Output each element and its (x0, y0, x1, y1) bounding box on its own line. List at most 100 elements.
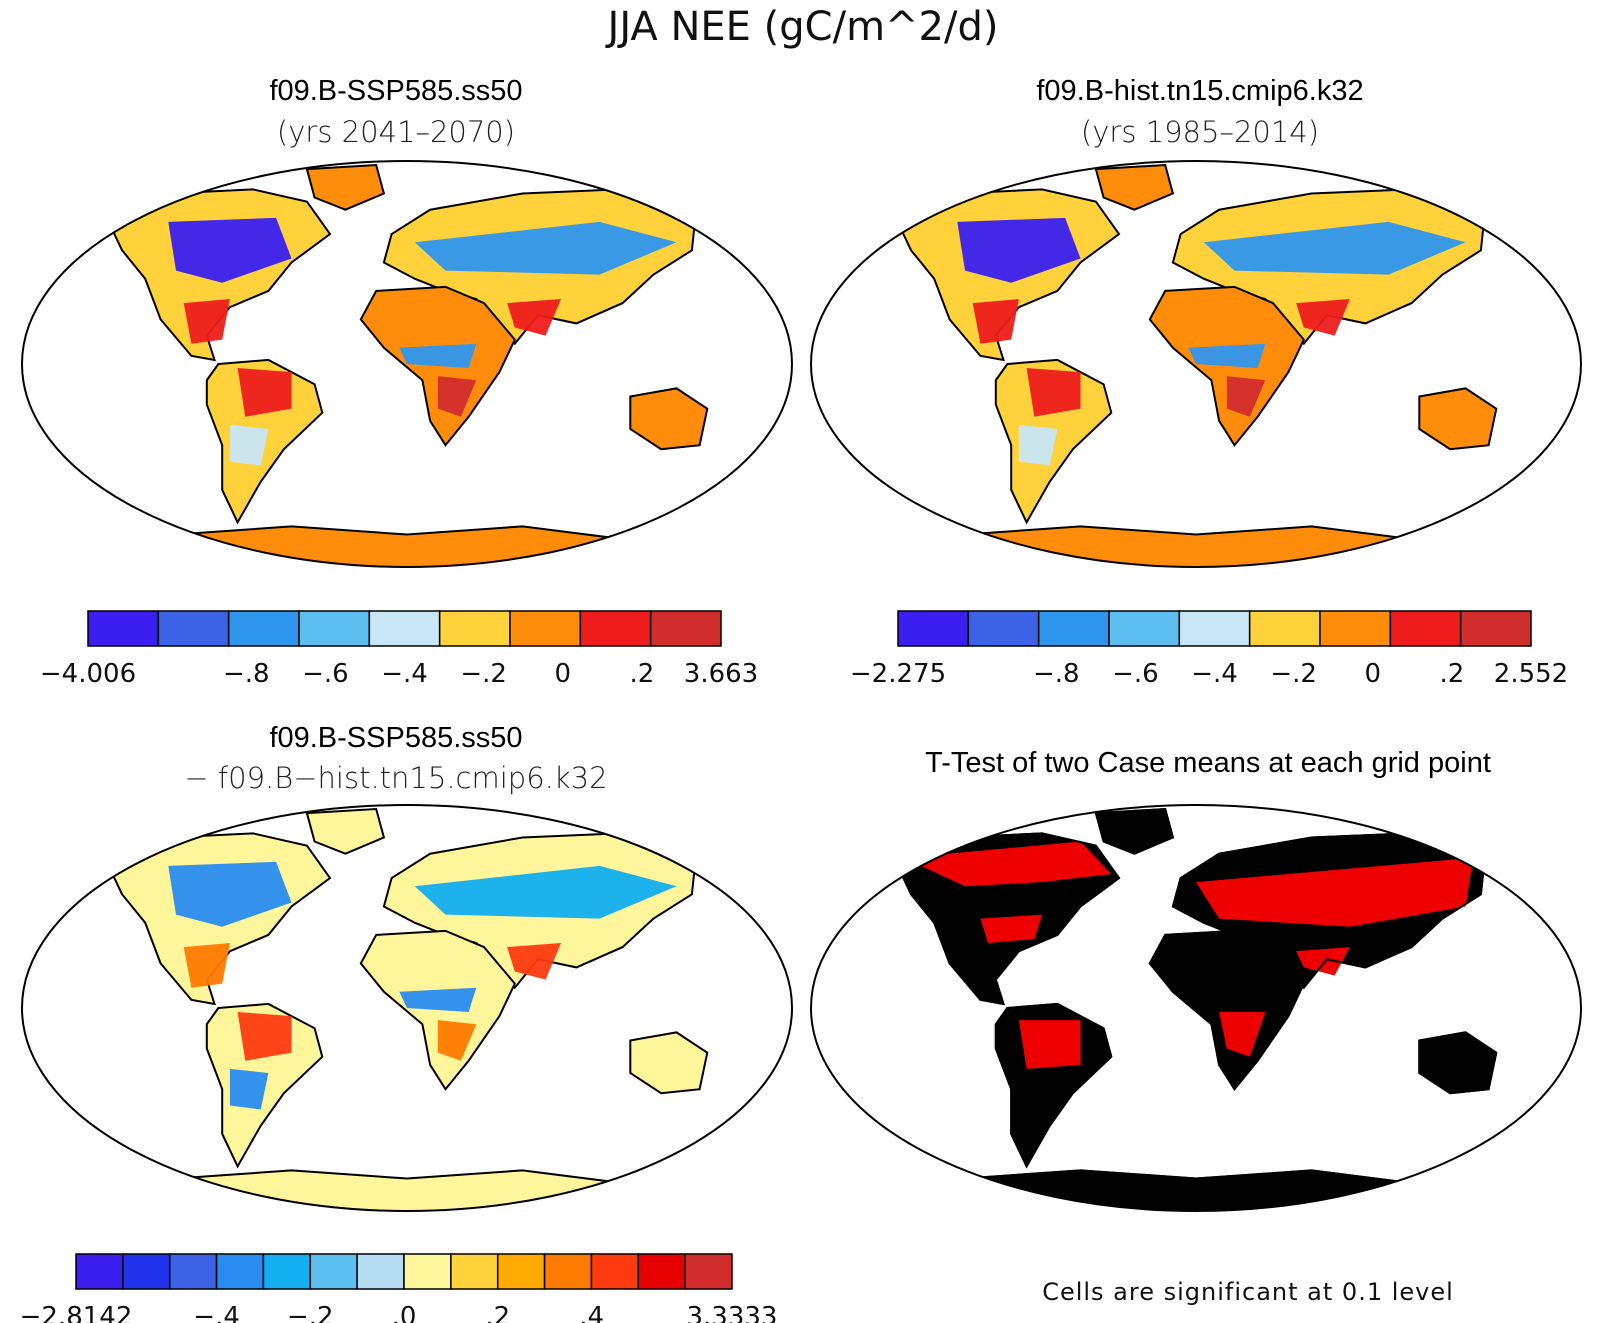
field-patch-south-america (229, 424, 269, 466)
map-border (810, 160, 1582, 568)
colorbar-box (122, 1253, 171, 1290)
field-patch-north-america (168, 861, 292, 927)
colorbar-box (1108, 610, 1181, 647)
colorbar-tick-label: −.6 (302, 659, 349, 689)
colorbar-tick-label: 3.3333 (687, 1302, 778, 1323)
colorbar-tick-label: 0 (1364, 659, 1381, 689)
colorbar-box (897, 610, 970, 647)
colorbar-box (1248, 610, 1321, 647)
colorbar-box (509, 610, 582, 647)
colorbar-box (87, 610, 160, 647)
field-patch-south-america (1018, 424, 1058, 466)
field-patch-europe-asia (1296, 299, 1350, 336)
map-panel-case2 (810, 160, 1582, 568)
field-patch-north-america (168, 217, 292, 283)
continent-greenland (305, 164, 386, 211)
field-patch-north-america (183, 299, 230, 344)
panel-2-subtitle: (yrs 1985–2014) (1081, 115, 1319, 149)
map-border (21, 804, 793, 1212)
colorbar-tick-label: 2.552 (1494, 659, 1568, 689)
field-patch-north-america (972, 299, 1019, 344)
colorbar-tick-label: .2 (485, 1302, 510, 1323)
panel-2-title: f09.B-hist.tn15.cmip6.k32 (1036, 75, 1363, 107)
colorbar-tick-label: −.4 (193, 1302, 240, 1323)
map-panel-case1 (21, 160, 793, 568)
colorbar-tick-label: −.6 (1112, 659, 1159, 689)
panel-4-title: T-Test of two Case means at each grid po… (925, 747, 1491, 779)
colorbar-box (403, 1253, 452, 1290)
field-patch-europe-asia (414, 221, 677, 275)
colorbar-box (298, 610, 371, 647)
colorbar-box (75, 1253, 124, 1290)
field-patch-africa (437, 1020, 477, 1061)
colorbar-box (1319, 610, 1392, 647)
colorbar-box (227, 610, 300, 647)
colorbar-box (368, 610, 441, 647)
field-patch-north-america (183, 943, 230, 988)
colorbar-tick-label: 3.663 (684, 659, 758, 689)
colorbar-box (684, 1253, 733, 1290)
significant-region (903, 841, 1112, 887)
colorbar-box (967, 610, 1040, 647)
continent-greenland (305, 808, 386, 855)
field-patch-south-america (237, 1012, 292, 1061)
colorbar-case2: −2.275 −.8 −.6 −.4 −.2 0 .2 2.552 (850, 610, 1568, 689)
colorbar-box (1037, 610, 1110, 647)
colorbar-box (1178, 610, 1251, 647)
field-patch-europe-asia (1203, 221, 1466, 275)
field-patch-south-america (1026, 368, 1081, 417)
map-border (810, 804, 1582, 1212)
coastline-australia (1418, 1031, 1498, 1095)
colorbar-tick-label: .0 (392, 1302, 417, 1323)
field-patch-europe-asia (414, 865, 677, 919)
colorbar-box (356, 1253, 405, 1290)
colorbar-box (590, 1253, 640, 1290)
coastline-antarctica (964, 1169, 1429, 1211)
colorbar-tick-label: −.4 (1191, 659, 1238, 689)
field-patch-africa (399, 987, 477, 1013)
colorbar-box (215, 1253, 265, 1290)
colorbar-box (1389, 610, 1462, 647)
colorbar-tick-label: −2.8142 (20, 1302, 133, 1323)
field-patch-africa (399, 343, 477, 369)
field-patch-africa (437, 376, 477, 417)
panel-1-subtitle: (yrs 2041–2070) (277, 115, 515, 149)
colorbar-tick-label: −2.275 (850, 659, 946, 689)
ttest-footnote: Cells are significant at 0.1 level (1042, 1278, 1454, 1306)
panel-3-subtitle: − f09.B−hist.tn15.cmip6.k32 (184, 761, 607, 795)
land-group (894, 808, 1498, 1211)
coastline-north-america (894, 832, 1121, 1006)
continent-greenland (1094, 164, 1175, 211)
significant-region (980, 914, 1042, 944)
colorbar-difference: −2.8142 −.4 −.2 .0 .2 .4 3.3333 (20, 1253, 778, 1323)
colorbar-box (543, 1253, 593, 1290)
colorbar-case1: −4.006 −.8 −.6 −.4 −.2 0 .2 3.663 (40, 610, 758, 689)
field-patch-south-america (229, 1068, 269, 1110)
colorbar-tick-label: 0 (554, 659, 571, 689)
field-patch-south-america (237, 368, 292, 417)
map-panel-ttest (810, 804, 1582, 1212)
colorbar-tick-label: .4 (579, 1302, 604, 1323)
continent-australia (629, 387, 709, 451)
colorbar-box (496, 1253, 546, 1290)
significant-region (1018, 1020, 1081, 1069)
colorbar-tick-label: −.2 (460, 659, 507, 689)
colorbar-tick-label: −.8 (1033, 659, 1080, 689)
map-border (21, 160, 793, 568)
colorbar-box (157, 610, 230, 647)
field-patch-north-america (957, 217, 1081, 283)
coastline-africa (1148, 929, 1305, 1091)
colorbar-box (450, 1253, 499, 1290)
coastline-south-america (994, 1002, 1113, 1169)
continent-australia (629, 1031, 709, 1095)
colorbar-box (649, 610, 722, 647)
colorbar-tick-label: −.2 (287, 1302, 334, 1323)
colorbar-box (168, 1253, 218, 1290)
colorbar-tick-label: −.8 (223, 659, 270, 689)
colorbar-box (438, 610, 511, 647)
colorbar-box (262, 1253, 312, 1290)
field-patch-africa (1226, 376, 1266, 417)
colorbar-box (309, 1253, 358, 1290)
significant-region (1296, 947, 1350, 976)
